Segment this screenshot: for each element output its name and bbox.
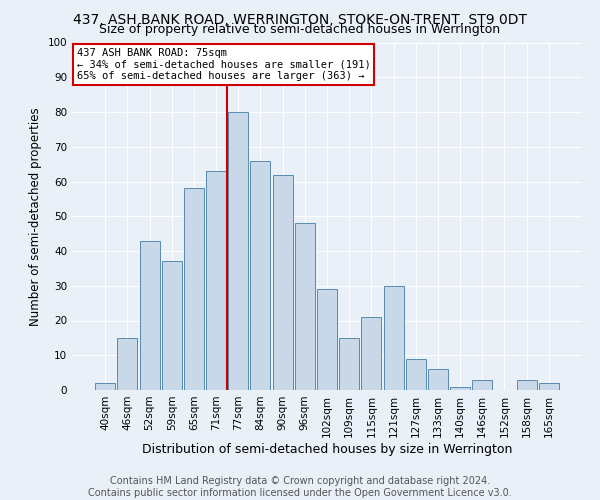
Bar: [140, 240, 160, 390]
Bar: [206, 171, 226, 390]
Bar: [250, 160, 271, 390]
X-axis label: Distribution of semi-detached houses by size in Werrington: Distribution of semi-detached houses by …: [142, 442, 512, 456]
Y-axis label: Number of semi-detached properties: Number of semi-detached properties: [29, 107, 42, 326]
Bar: [383, 286, 404, 390]
Bar: [539, 383, 559, 390]
Bar: [228, 112, 248, 390]
Bar: [95, 383, 115, 390]
Bar: [472, 380, 492, 390]
Bar: [272, 174, 293, 390]
Bar: [450, 386, 470, 390]
Bar: [517, 380, 536, 390]
Text: Contains HM Land Registry data © Crown copyright and database right 2024.
Contai: Contains HM Land Registry data © Crown c…: [88, 476, 512, 498]
Text: 437 ASH BANK ROAD: 75sqm
← 34% of semi-detached houses are smaller (191)
65% of : 437 ASH BANK ROAD: 75sqm ← 34% of semi-d…: [77, 48, 371, 81]
Bar: [406, 358, 426, 390]
Text: Size of property relative to semi-detached houses in Werrington: Size of property relative to semi-detach…: [100, 22, 500, 36]
Bar: [361, 317, 382, 390]
Text: 437, ASH BANK ROAD, WERRINGTON, STOKE-ON-TRENT, ST9 0DT: 437, ASH BANK ROAD, WERRINGTON, STOKE-ON…: [73, 12, 527, 26]
Bar: [428, 369, 448, 390]
Bar: [184, 188, 204, 390]
Bar: [295, 223, 315, 390]
Bar: [118, 338, 137, 390]
Bar: [339, 338, 359, 390]
Bar: [162, 262, 182, 390]
Bar: [317, 289, 337, 390]
